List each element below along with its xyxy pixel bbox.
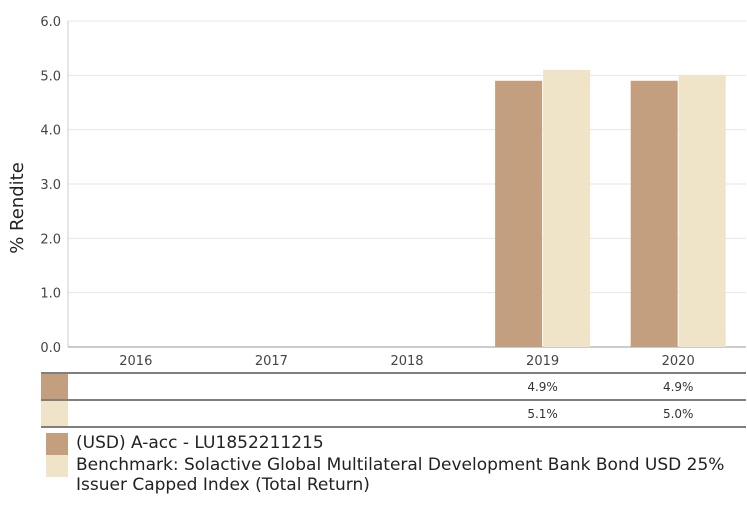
y-tick-label-0: 0.0 [40, 341, 61, 356]
y-tick-label-3: 3.0 [40, 178, 61, 193]
y-tick-label-5: 5.0 [40, 69, 61, 84]
x-axis-ticks: 2016 2017 2018 2019 2020 [119, 354, 694, 369]
bar-0-2020 [630, 80, 678, 348]
bars [495, 69, 726, 348]
y-tick-label-1: 1.0 [40, 287, 61, 302]
x-tick-label-2019: 2019 [526, 354, 559, 369]
legend: (USD) A-acc - LU1852211215 Benchmark: So… [46, 433, 736, 495]
bar-chart: 0.0 1.0 2.0 3.0 4.0 5.0 6.0 % Rendite 2016 2017… [7, 15, 746, 428]
x-tick-label-2020: 2020 [662, 354, 695, 369]
legend-swatch-fund [46, 433, 68, 455]
y-tick-label-2: 2.0 [40, 232, 61, 247]
bar-1-2019 [543, 69, 591, 348]
y-axis-label: % Rendite [7, 162, 28, 254]
y-tick-label-4: 4.0 [40, 124, 61, 139]
y-tick-label-6: 6.0 [40, 15, 61, 30]
x-tick-label-2016: 2016 [119, 354, 152, 369]
table-cell-1-2019: 5.1% [527, 407, 558, 421]
table-cell-1-2020: 5.0% [663, 407, 694, 421]
data-table: 4.9% 4.9% 5.1% 5.0% [41, 372, 746, 428]
table-swatch-1 [41, 401, 68, 426]
bar-1-2020 [678, 75, 726, 347]
legend-item-fund: (USD) A-acc - LU1852211215 [46, 433, 736, 455]
legend-item-benchmark: Benchmark: Solactive Global Multilateral… [46, 455, 736, 495]
y-axis-ticks: 0.0 1.0 2.0 3.0 4.0 5.0 6.0 [40, 15, 61, 356]
legend-swatch-benchmark [46, 455, 68, 477]
x-tick-label-2017: 2017 [255, 354, 288, 369]
table-cell-0-2019: 4.9% [527, 380, 558, 394]
x-tick-label-2018: 2018 [390, 354, 423, 369]
table-swatch-0 [41, 374, 68, 399]
bar-0-2019 [495, 80, 543, 348]
table-cell-0-2020: 4.9% [663, 380, 694, 394]
legend-label-benchmark: Benchmark: Solactive Global Multilateral… [76, 455, 725, 495]
legend-label-fund: (USD) A-acc - LU1852211215 [76, 433, 324, 453]
